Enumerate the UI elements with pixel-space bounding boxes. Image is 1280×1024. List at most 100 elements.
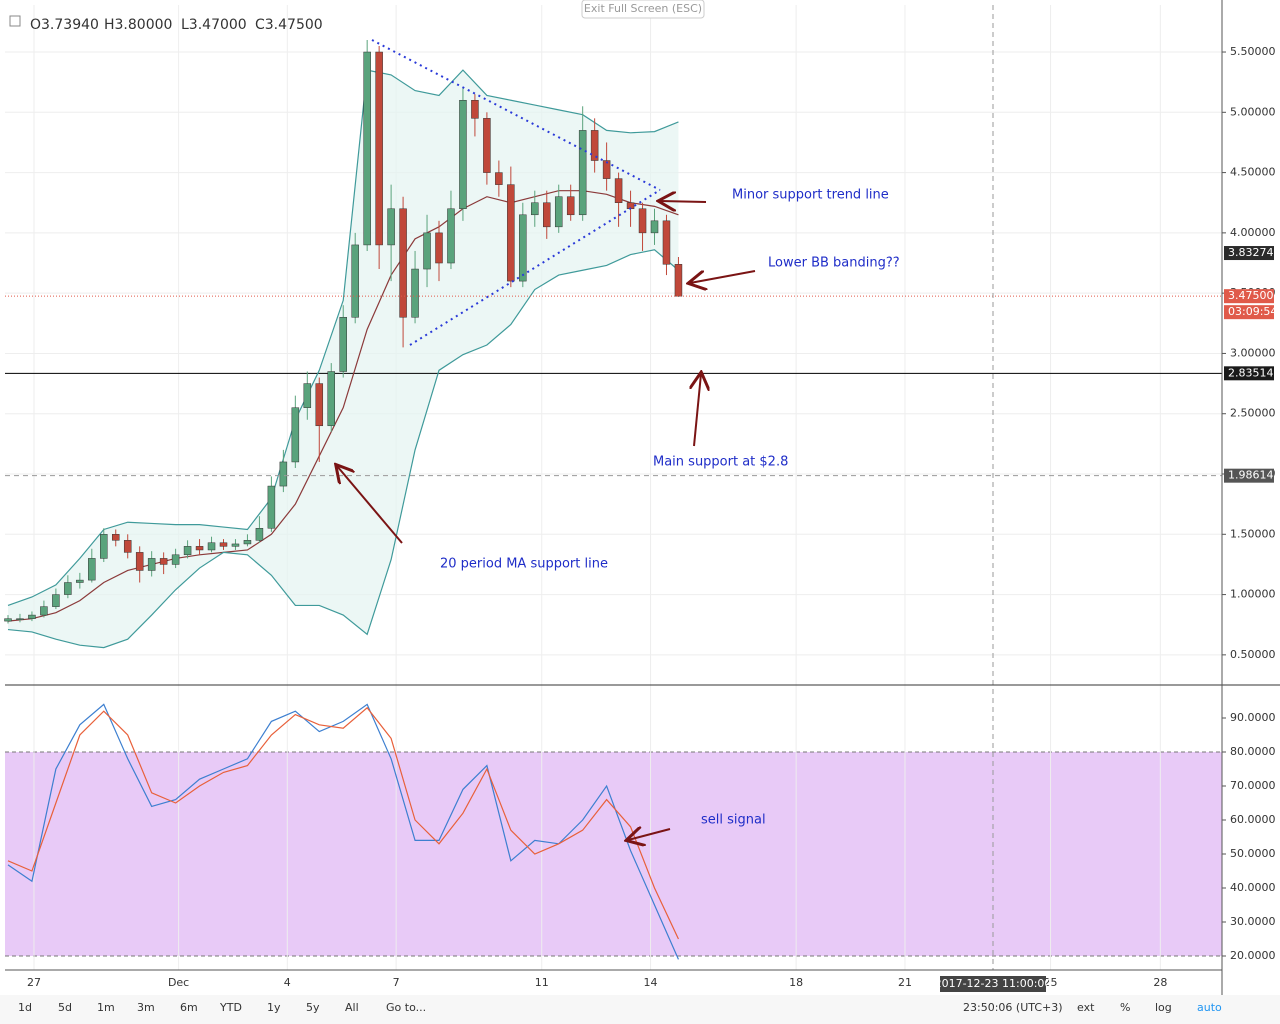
candle-body xyxy=(171,554,180,565)
candle-body xyxy=(578,130,587,216)
option-button[interactable]: log xyxy=(1155,1001,1172,1014)
option-button[interactable]: % xyxy=(1120,1001,1130,1014)
candle-body xyxy=(88,558,96,581)
y-tick-label: 1.00000 xyxy=(1230,588,1276,601)
annotation: 20 period MA support line xyxy=(440,557,608,572)
range-button[interactable]: 6m xyxy=(180,1001,198,1014)
candle-body xyxy=(375,51,383,246)
range-button[interactable]: 1m xyxy=(97,1001,115,1014)
ohlc-legend: H3.80000 xyxy=(104,17,172,33)
candle-body xyxy=(471,99,479,119)
candle-body xyxy=(219,542,228,547)
candle-body xyxy=(507,184,515,282)
x-tick-label: 14 xyxy=(644,976,658,989)
x-tick-label: Dec xyxy=(168,976,189,989)
candle-body xyxy=(4,618,12,622)
candle-body xyxy=(674,264,683,297)
candle-body xyxy=(100,534,108,559)
candle-body xyxy=(255,528,264,541)
exit-fullscreen-label[interactable]: Exit Full Screen (ESC) xyxy=(584,2,702,15)
y-tick-label: 4.50000 xyxy=(1230,166,1276,179)
candle-body xyxy=(554,196,563,228)
range-button[interactable]: All xyxy=(345,1001,359,1014)
y-tick-label: 80.0000 xyxy=(1230,745,1276,758)
candle-body xyxy=(363,51,371,246)
y-tick-label: 60.0000 xyxy=(1230,813,1276,826)
arrow xyxy=(694,374,701,447)
candle-body xyxy=(435,232,443,264)
candle-body xyxy=(543,202,551,228)
y-tick-label: 4.00000 xyxy=(1230,226,1276,239)
candle-body xyxy=(40,606,48,616)
clock: 23:50:06 (UTC+3) xyxy=(963,1001,1063,1014)
candle-body xyxy=(207,542,216,551)
y-tick-label: 70.0000 xyxy=(1230,779,1276,792)
countdown-box xyxy=(1224,305,1274,320)
price-label-box xyxy=(1224,289,1274,304)
y-tick-label: 90.0000 xyxy=(1230,711,1276,724)
range-button[interactable]: Go to... xyxy=(386,1001,426,1014)
candle-body xyxy=(638,208,647,234)
candle-body xyxy=(614,178,623,203)
candle-body xyxy=(327,371,335,427)
candle-body xyxy=(662,220,671,265)
candle-body xyxy=(387,208,395,246)
range-button[interactable]: 5d xyxy=(58,1001,72,1014)
bottom-bar xyxy=(0,995,1280,1024)
indicator-line xyxy=(7,249,679,649)
candle-body xyxy=(52,594,60,607)
annotation: Main support at $2.8 xyxy=(653,455,788,470)
candle-body xyxy=(243,540,252,545)
ohlc-legend: L3.47000 xyxy=(181,17,247,33)
indicator-line xyxy=(7,69,679,606)
candle-body xyxy=(483,118,491,173)
candle-body xyxy=(315,383,324,427)
candle-body xyxy=(399,208,407,318)
annotation: Minor support trend line xyxy=(732,188,889,203)
candle-body xyxy=(650,220,659,234)
candle-body xyxy=(123,540,132,553)
candle-body xyxy=(267,485,276,529)
x-tick-label: 4 xyxy=(284,976,291,989)
y-tick-label: 5.00000 xyxy=(1230,105,1276,118)
annotation: Lower BB banding?? xyxy=(768,256,900,271)
arrow xyxy=(660,201,707,202)
price-label-box xyxy=(1224,468,1274,483)
arrow xyxy=(628,829,671,840)
exit-fullscreen[interactable] xyxy=(581,0,705,19)
price-label: 2.83514 xyxy=(1228,366,1274,379)
candle-body xyxy=(590,130,599,161)
candle-body xyxy=(339,317,347,372)
range-button[interactable]: 1y xyxy=(267,1001,281,1014)
option-button[interactable]: ext xyxy=(1077,1001,1095,1014)
candle-body xyxy=(303,383,312,408)
x-tick-label: 25 xyxy=(1044,976,1058,989)
arrow xyxy=(690,270,756,283)
candle-body xyxy=(111,534,120,541)
candle-body xyxy=(531,202,539,216)
candle-body xyxy=(495,172,503,185)
candle-body xyxy=(351,244,359,318)
stoch-line xyxy=(7,703,680,960)
candle-body xyxy=(231,543,240,547)
price-label: 3.47500 xyxy=(1228,289,1274,302)
option-button[interactable]: auto xyxy=(1197,1001,1222,1014)
range-button[interactable]: YTD xyxy=(219,1001,242,1014)
candle-body xyxy=(519,214,527,282)
x-tick-label: 27 xyxy=(27,976,41,989)
y-tick-label: 5.50000 xyxy=(1230,45,1276,58)
candle-body xyxy=(195,546,204,551)
crosshair-date-box xyxy=(940,976,1046,992)
candle-body xyxy=(135,552,144,571)
price-label-box xyxy=(1224,366,1274,381)
candle-body xyxy=(447,208,455,264)
range-button[interactable]: 1d xyxy=(18,1001,32,1014)
x-tick-label: 11 xyxy=(535,976,549,989)
x-tick-label: 28 xyxy=(1153,976,1167,989)
candle-body xyxy=(459,99,467,210)
collapse-icon[interactable] xyxy=(9,15,21,27)
candle-body xyxy=(64,582,72,595)
range-button[interactable]: 5y xyxy=(306,1001,320,1014)
range-button[interactable]: 3m xyxy=(137,1001,155,1014)
